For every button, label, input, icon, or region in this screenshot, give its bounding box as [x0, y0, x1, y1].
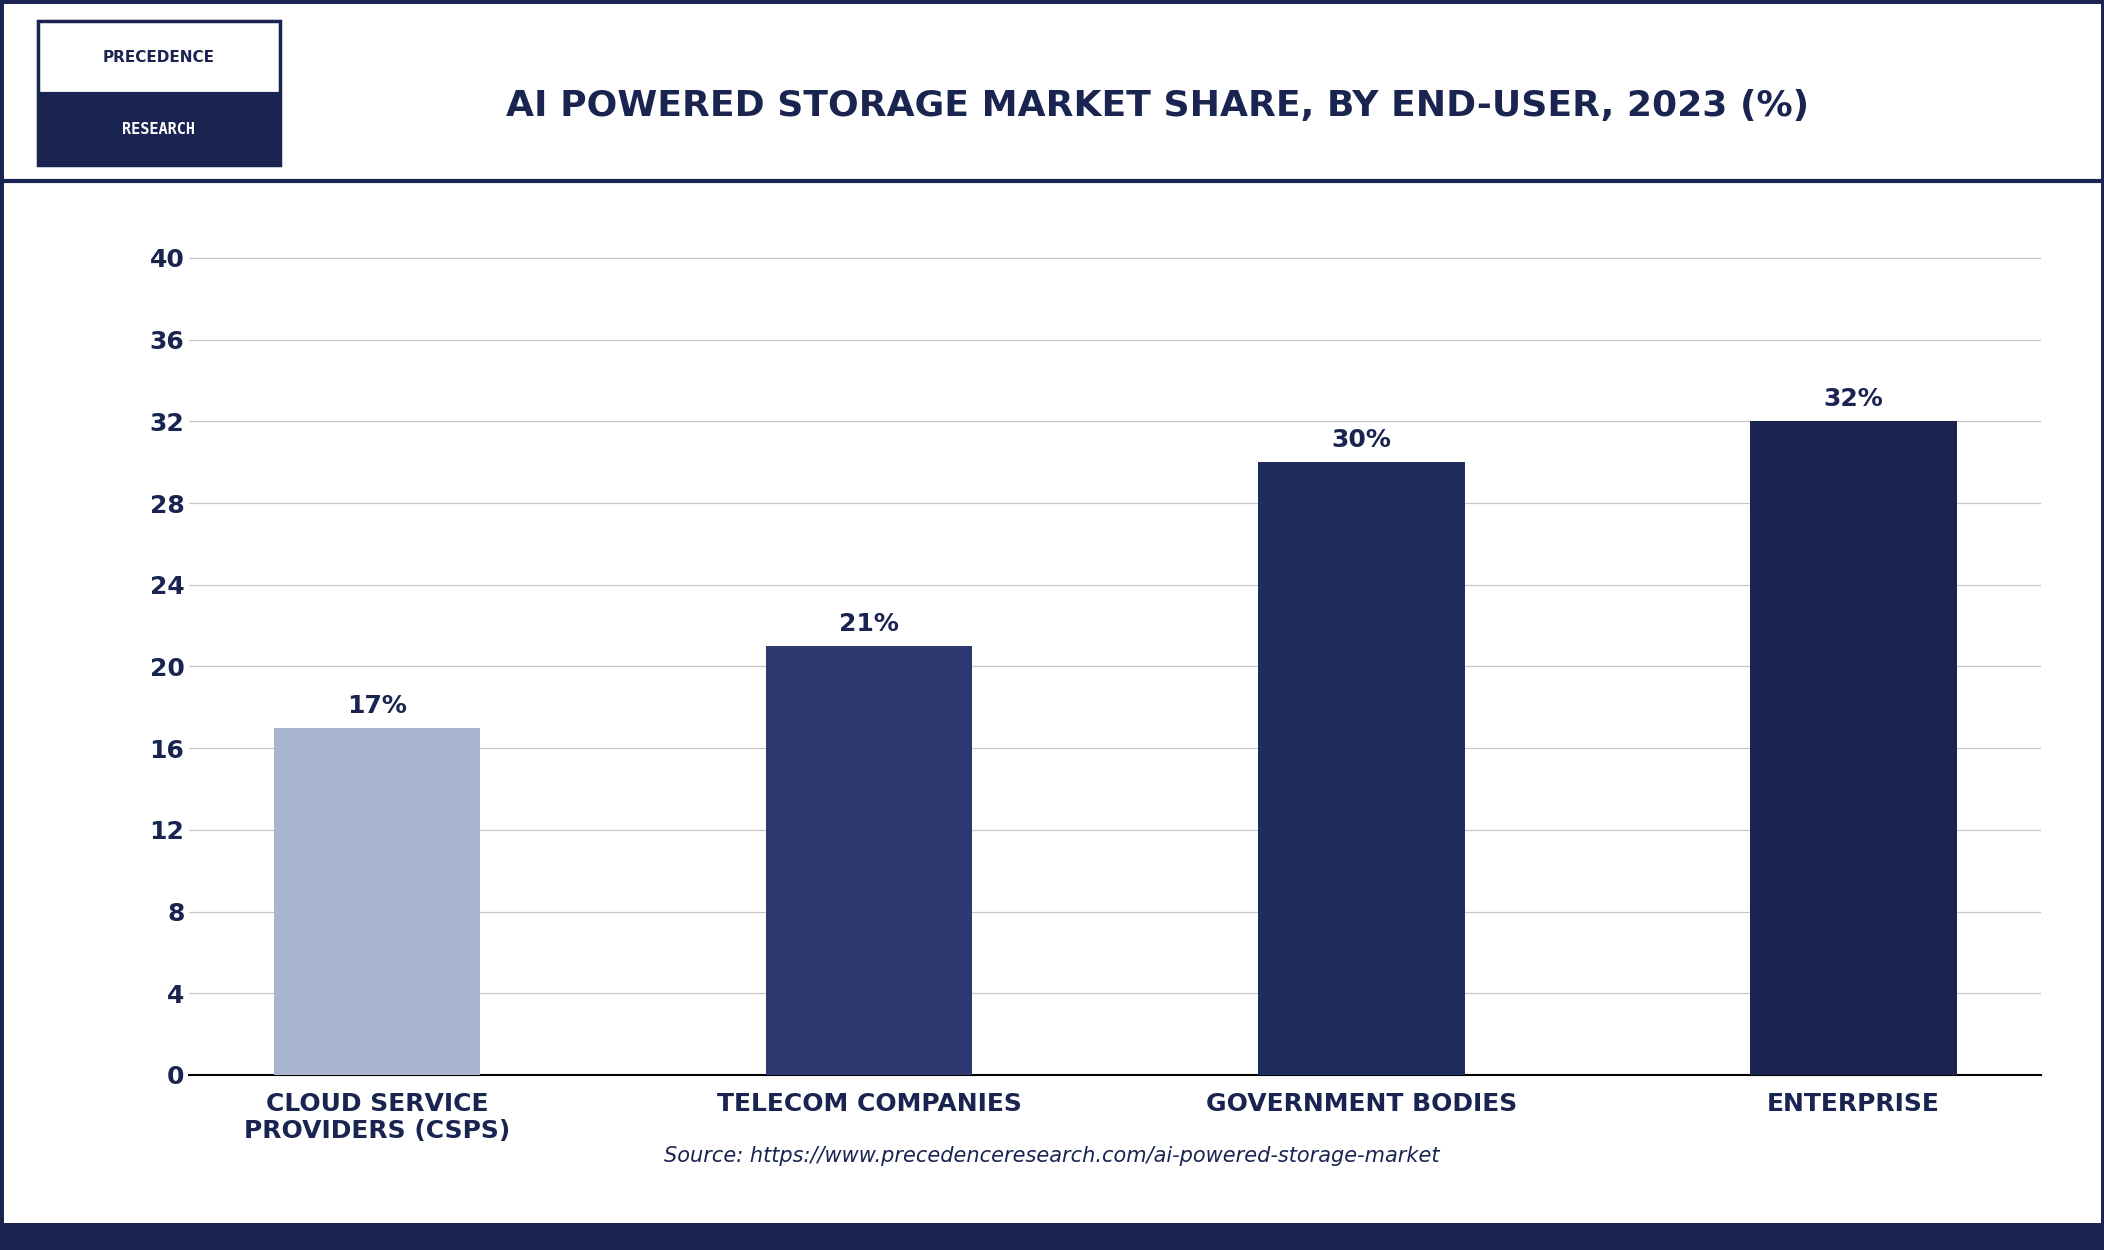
Text: PRECEDENCE: PRECEDENCE — [103, 50, 215, 65]
FancyBboxPatch shape — [38, 94, 280, 165]
FancyBboxPatch shape — [38, 21, 280, 94]
Text: RESEARCH: RESEARCH — [122, 121, 196, 136]
Text: AI POWERED STORAGE MARKET SHARE, BY END-USER, 2023 (%): AI POWERED STORAGE MARKET SHARE, BY END-… — [505, 89, 1809, 124]
Text: Source: https://www.precedenceresearch.com/ai-powered-storage-market: Source: https://www.precedenceresearch.c… — [665, 1146, 1439, 1166]
Bar — [274, 728, 480, 1075]
Bar — [766, 646, 972, 1075]
Bar — [1751, 421, 1957, 1075]
Text: 17%: 17% — [347, 694, 406, 718]
Text: 21%: 21% — [839, 611, 898, 636]
Bar — [1258, 462, 1464, 1075]
Text: 32%: 32% — [1824, 388, 1883, 411]
Text: 30%: 30% — [1332, 428, 1391, 452]
